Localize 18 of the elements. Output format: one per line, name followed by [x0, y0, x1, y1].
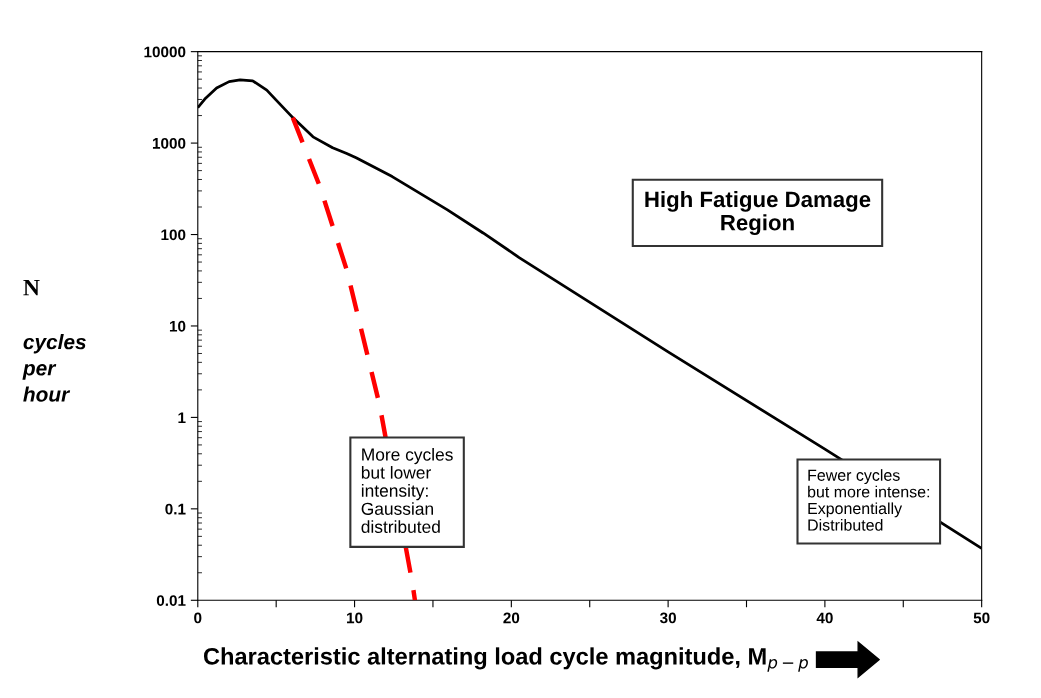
x-tick-label: 30	[659, 612, 676, 624]
y-tick-label: 0.01	[156, 595, 186, 606]
x-tick-label: 10	[347, 612, 363, 624]
y-tick-label: 100	[161, 229, 186, 241]
y-tick-label: 10	[169, 320, 186, 332]
annotation: Fewer cycles but more intense: Exponentially Distributed	[808, 469, 930, 531]
x-tick-label: 50	[973, 612, 990, 624]
y-tick-label: 0.1	[165, 503, 186, 515]
x-tick-label: 0	[194, 612, 202, 624]
y-tick-label: 10000	[144, 46, 186, 58]
annotation: High Fatigue Damage Region	[645, 190, 871, 235]
y-tick-label: 1	[178, 412, 186, 423]
y-tick-label: 1000	[152, 137, 186, 149]
x-axis-title: Characteristic alternating load cycle magnitude, M$_{p−p}$	[203, 647, 808, 672]
x-tick-label: 20	[503, 612, 520, 624]
text: N cycles per hour	[22, 279, 86, 402]
x-tick-label: 40	[816, 612, 833, 624]
annotation: More cycles but lower intensity: Gaussian distributed	[361, 447, 453, 533]
